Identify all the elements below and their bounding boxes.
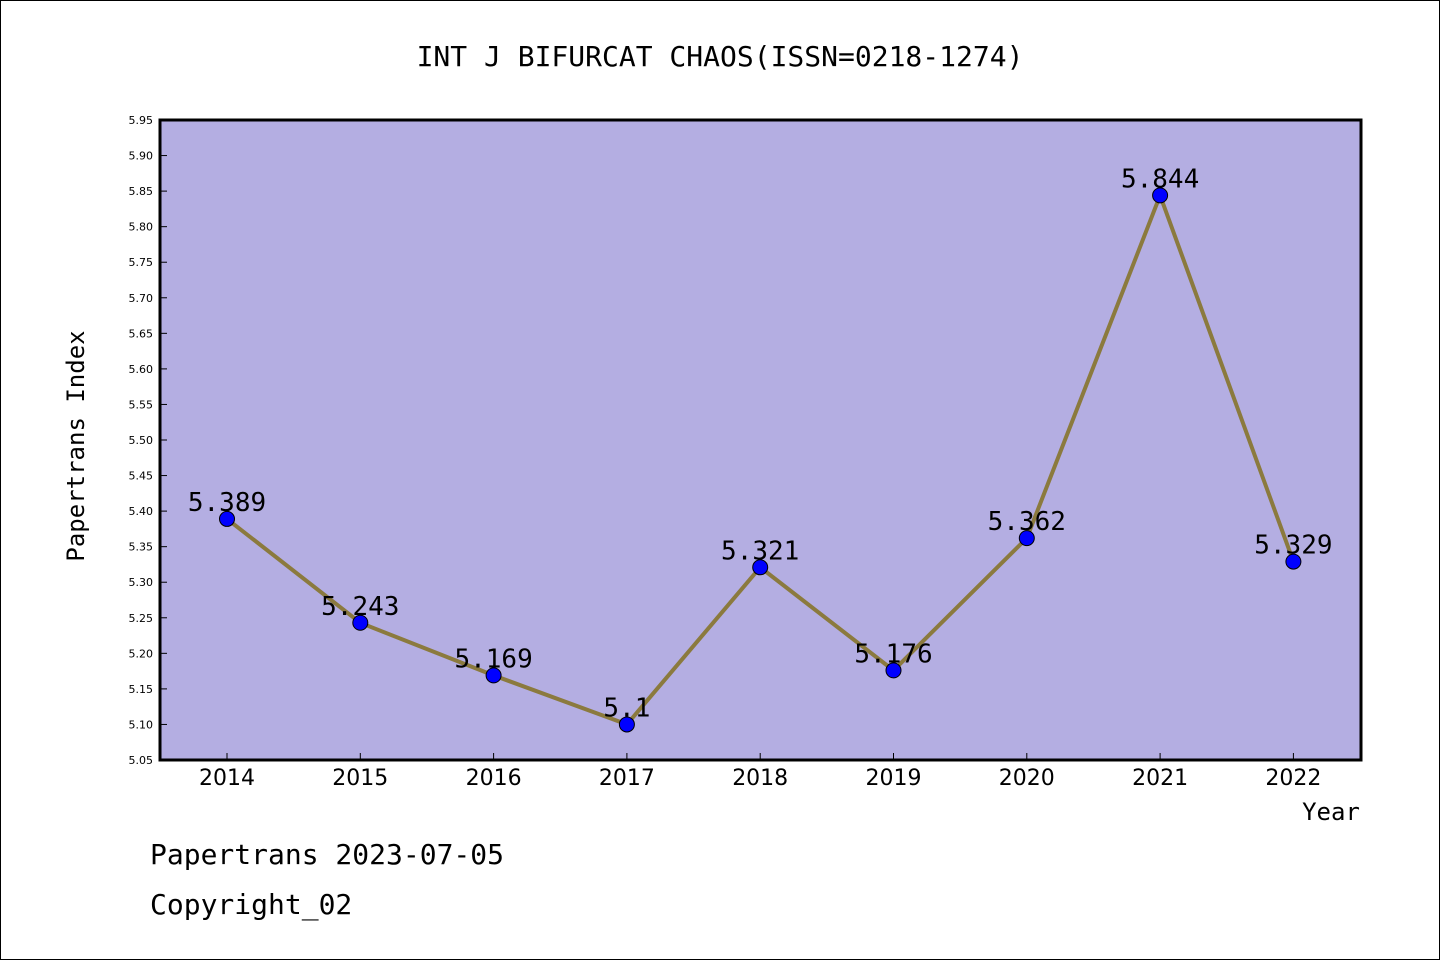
x-tick-label: 2016 [466, 766, 522, 791]
data-label: 5.243 [321, 592, 399, 622]
x-tick-label: 2014 [199, 766, 255, 791]
y-tick-label: 5.15 [129, 683, 154, 696]
data-point [1018, 530, 1035, 547]
y-tick-label: 5.30 [129, 576, 154, 589]
y-axis-label: Papertrans Index [62, 330, 90, 561]
data-label: 5.176 [854, 639, 932, 669]
data-label: 5.389 [188, 488, 266, 518]
y-tick-label: 5.55 [129, 398, 154, 411]
y-tick-label: 5.90 [129, 150, 154, 163]
y-tick-label: 5.20 [129, 647, 154, 660]
y-tick-label: 5.25 [129, 612, 154, 625]
data-label: 5.169 [454, 644, 532, 674]
x-tick-label: 2018 [732, 766, 788, 791]
y-tick-label: 5.10 [129, 718, 154, 731]
footer-date: Papertrans 2023-07-05 [150, 838, 504, 871]
data-label: 5.1 [603, 693, 650, 723]
y-tick-label: 5.45 [129, 470, 154, 483]
x-tick-label: 2021 [1132, 766, 1188, 791]
y-tick-label: 5.80 [129, 221, 154, 234]
chart-title: INT J BIFURCAT CHAOS(ISSN=0218-1274) [417, 40, 1024, 73]
y-tick-label: 5.95 [129, 114, 154, 127]
x-tick-label: 2020 [999, 766, 1055, 791]
series-group [219, 187, 1302, 733]
x-tick-label: 2019 [866, 766, 922, 791]
y-tick-label: 5.50 [129, 434, 154, 447]
footer-copyright: Copyright_02 [150, 888, 352, 922]
plot-area [160, 120, 1361, 760]
data-point [618, 716, 635, 733]
data-point [352, 614, 369, 631]
y-tick-label: 5.65 [129, 327, 154, 340]
data-label: 5.329 [1254, 531, 1332, 561]
y-tick-label: 5.60 [129, 363, 154, 376]
y-tick-label: 5.75 [129, 256, 154, 269]
data-point [752, 559, 769, 576]
y-tick-label: 5.70 [129, 292, 154, 305]
x-axis-label: Year [1302, 798, 1360, 826]
data-label: 5.362 [988, 507, 1066, 537]
data-point [219, 510, 235, 527]
data-label: 5.844 [1121, 164, 1199, 194]
data-point [485, 667, 502, 684]
data-label: 5.321 [721, 536, 799, 566]
x-tick-label: 2017 [599, 766, 655, 791]
x-axis: 2014 2015 2016 2017 2018 2019 2020 2021 2022 [199, 753, 1321, 791]
y-tick-label: 5.40 [129, 505, 154, 518]
y-tick-label: 5.35 [129, 541, 154, 554]
y-tick-label: 5.05 [129, 754, 154, 767]
data-point [1152, 187, 1169, 204]
data-point [1285, 553, 1302, 570]
x-tick-label: 2022 [1265, 766, 1321, 791]
x-tick-label: 2015 [332, 766, 388, 791]
y-tick-label: 5.85 [129, 185, 154, 198]
data-point [885, 662, 902, 679]
plot-border [158, 118, 1363, 762]
data-labels: 5.389 5.243 5.169 5.1 5.321 5.176 5.362 5.844 5.… [188, 164, 1333, 723]
y-axis: 5.05 5.10 5.15 5.20 5.25 5.30 5.35 5.40 5.45 5.50… [129, 114, 167, 767]
